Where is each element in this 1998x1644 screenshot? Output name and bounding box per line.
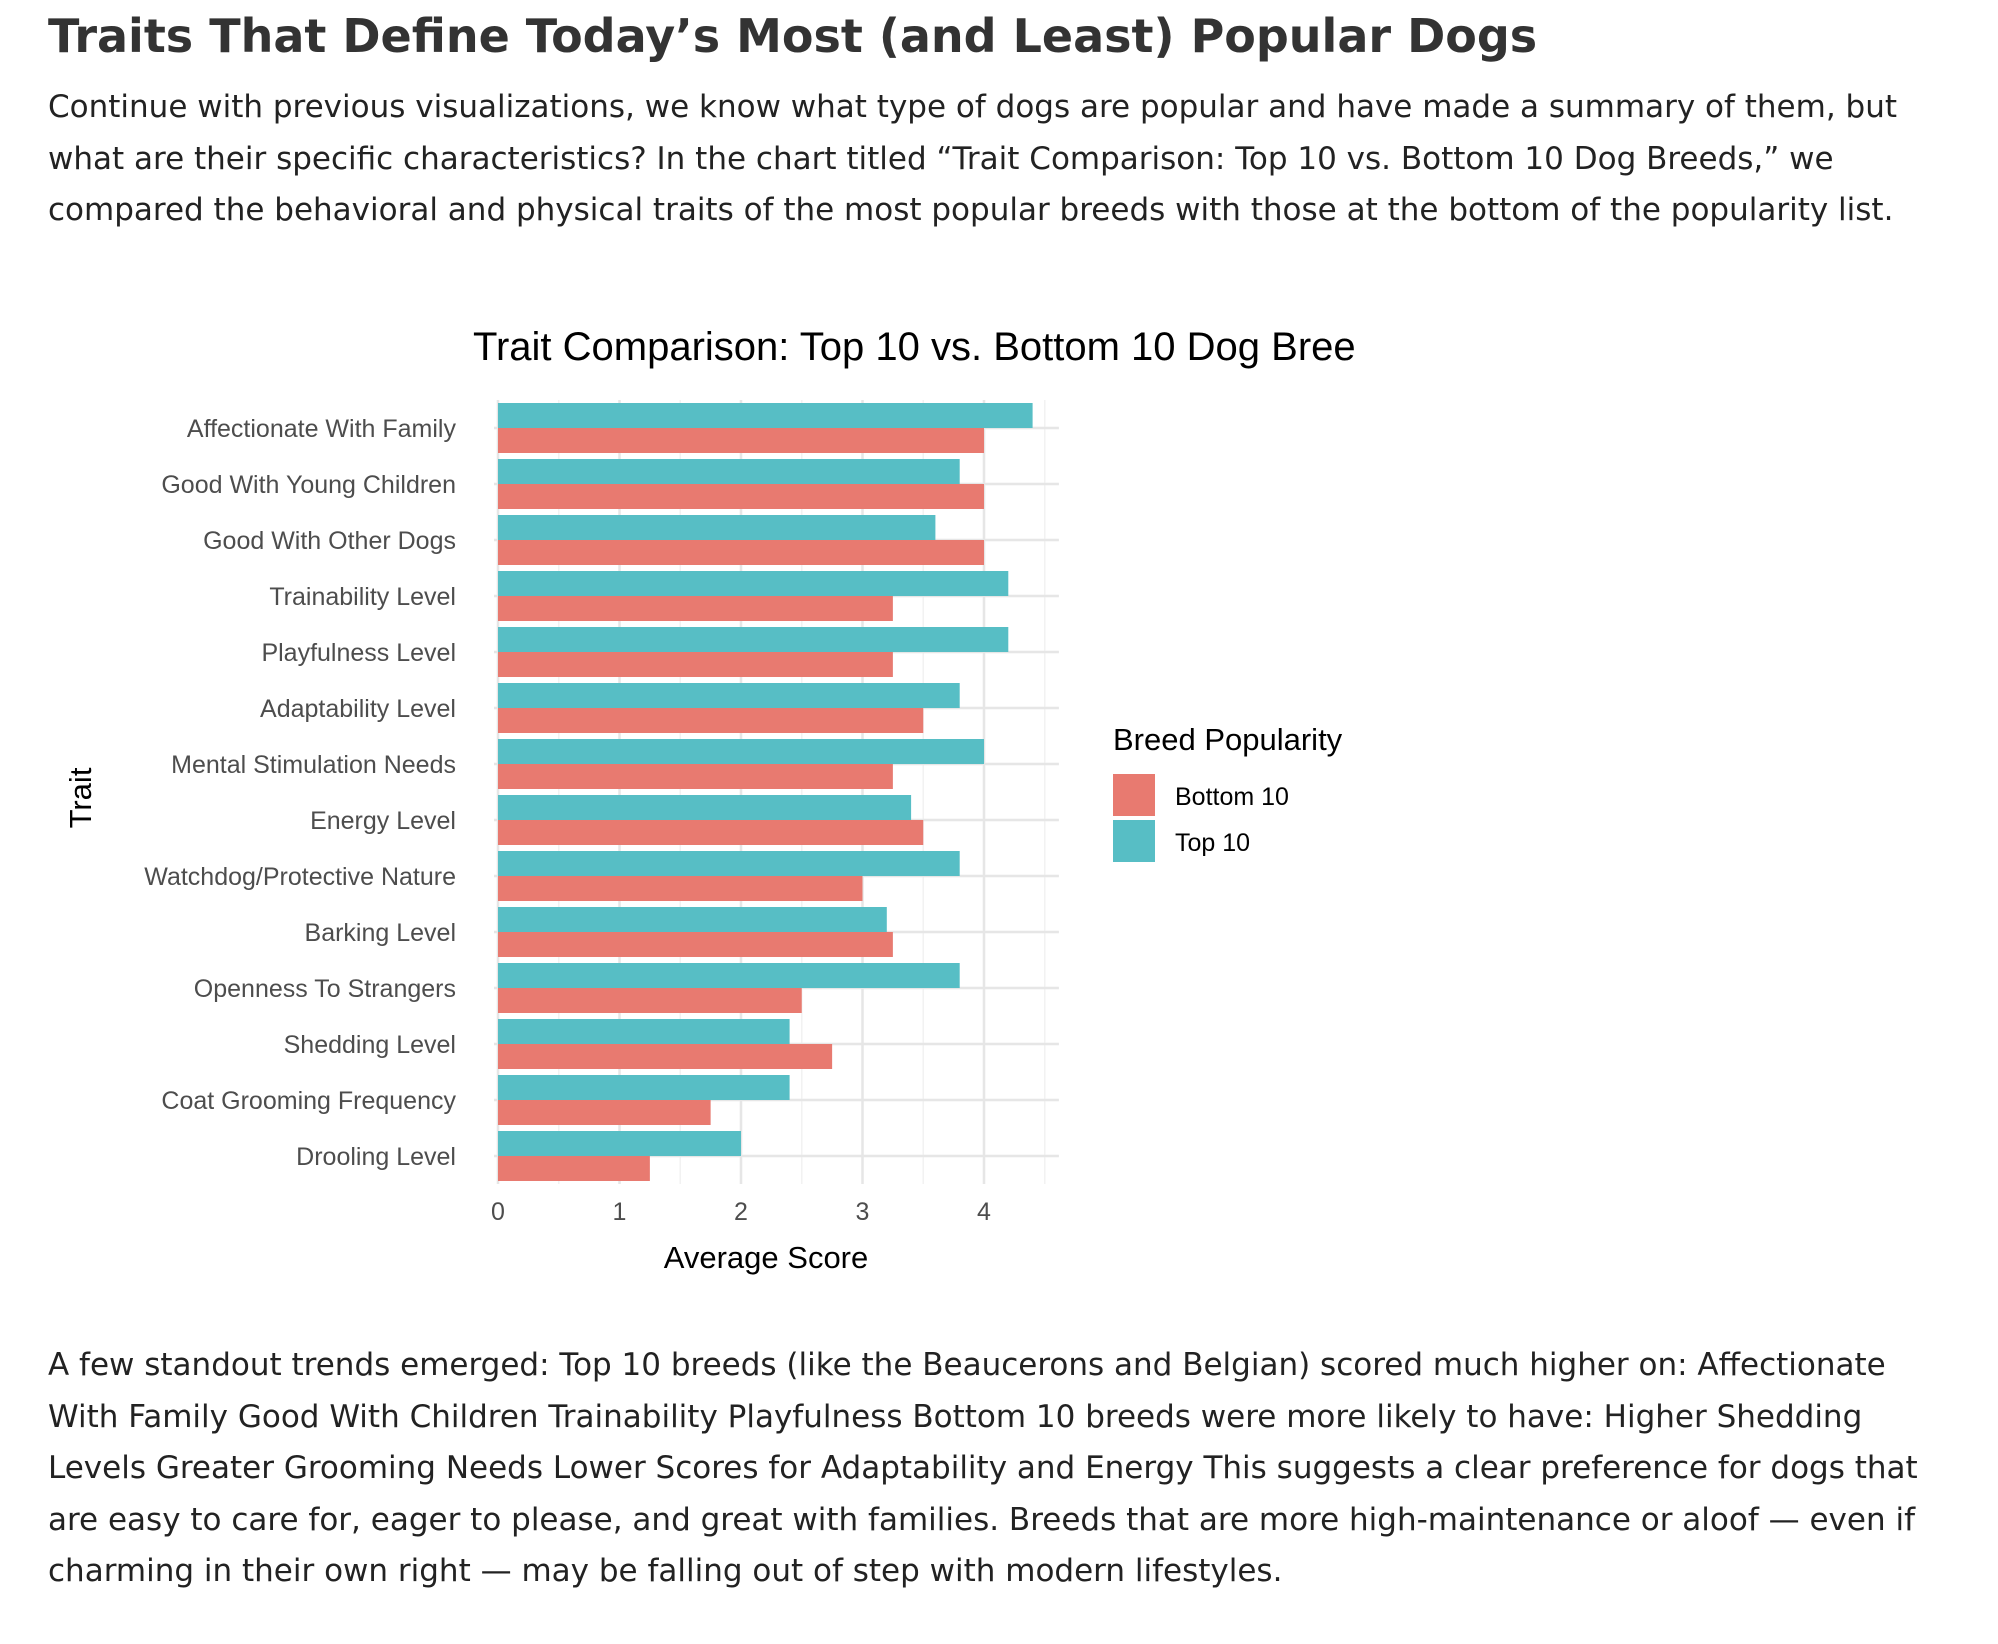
y-tick-label: Shedding Level: [284, 1031, 456, 1059]
y-tick-labels: Affectionate With Family Good With Young …: [144, 415, 456, 1171]
chart-container: Affectionate With Family Good With Young …: [0, 320, 1998, 1300]
bar-bottom-10: [498, 764, 893, 789]
x-tick-label: 1: [613, 1198, 627, 1226]
legend-title: Breed Popularity: [1113, 722, 1343, 757]
y-tick-label: Adaptability Level: [260, 695, 456, 723]
bar-bottom-10: [498, 596, 893, 621]
legend-swatch: [1113, 820, 1155, 862]
x-tick-label: 4: [977, 1198, 991, 1226]
bars-layer: [498, 403, 1033, 1181]
x-tick-label: 2: [734, 1198, 748, 1226]
bar-top-10: [498, 627, 1009, 652]
bar-top-10: [498, 515, 936, 540]
bar-top-10: [498, 907, 887, 932]
bar-bottom-10: [498, 876, 863, 901]
legend: Breed Popularity Bottom 10 Top 10: [1113, 722, 1343, 862]
x-tick-label: 0: [491, 1198, 505, 1226]
bar-bottom-10: [498, 1044, 833, 1069]
y-tick-label: Trainability Level: [269, 583, 456, 611]
bar-bottom-10: [498, 1100, 711, 1125]
x-tick-labels: 0 1 2 3 4: [491, 1198, 991, 1226]
bar-bottom-10: [498, 820, 924, 845]
y-tick-label: Coat Grooming Frequency: [161, 1087, 456, 1115]
bar-bottom-10: [498, 988, 802, 1013]
bar-top-10: [498, 571, 1009, 596]
trait-comparison-chart: Affectionate With Family Good With Young …: [63, 325, 1356, 1275]
x-tick-label: 3: [856, 1198, 870, 1226]
bar-bottom-10: [498, 652, 893, 677]
bar-top-10: [498, 1019, 790, 1044]
bar-bottom-10: [498, 708, 924, 733]
y-tick-label: Drooling Level: [296, 1143, 456, 1171]
bar-bottom-10: [498, 484, 984, 509]
y-tick-label: Affectionate With Family: [187, 415, 457, 443]
y-tick-label: Barking Level: [305, 919, 456, 947]
bar-bottom-10: [498, 428, 984, 453]
intro-paragraph: Continue with previous visualizations, w…: [48, 89, 1898, 228]
y-tick-label: Mental Stimulation Needs: [171, 751, 456, 779]
y-tick-label: Energy Level: [310, 807, 456, 835]
legend-items: Bottom 10 Top 10: [1113, 774, 1289, 862]
bar-top-10: [498, 1075, 790, 1100]
page-title: Traits That Define Today’s Most (and Lea…: [48, 9, 1538, 63]
chart-title: Trait Comparison: Top 10 vs. Bottom 10 D…: [473, 325, 1356, 369]
bar-top-10: [498, 459, 960, 484]
outro-paragraph: A few standout trends emerged: Top 10 br…: [48, 1347, 1918, 1589]
bar-bottom-10: [498, 932, 893, 957]
bar-top-10: [498, 1131, 741, 1156]
bar-bottom-10: [498, 1156, 650, 1181]
y-tick-label: Good With Other Dogs: [203, 527, 456, 555]
y-axis-title: Trait: [63, 767, 98, 828]
bar-top-10: [498, 683, 960, 708]
y-tick-label: Good With Young Children: [161, 471, 456, 499]
y-tick-label: Openness To Strangers: [194, 975, 456, 1003]
x-axis-title: Average Score: [664, 1240, 869, 1275]
y-tick-label: Watchdog/Protective Nature: [144, 863, 456, 891]
legend-label: Top 10: [1175, 829, 1250, 857]
bar-top-10: [498, 403, 1033, 428]
legend-label: Bottom 10: [1175, 783, 1289, 811]
bar-bottom-10: [498, 540, 984, 565]
bar-top-10: [498, 739, 984, 764]
bar-top-10: [498, 851, 960, 876]
bar-top-10: [498, 795, 912, 820]
y-tick-label: Playfulness Level: [261, 639, 456, 667]
bar-top-10: [498, 963, 960, 988]
legend-swatch: [1113, 774, 1155, 816]
